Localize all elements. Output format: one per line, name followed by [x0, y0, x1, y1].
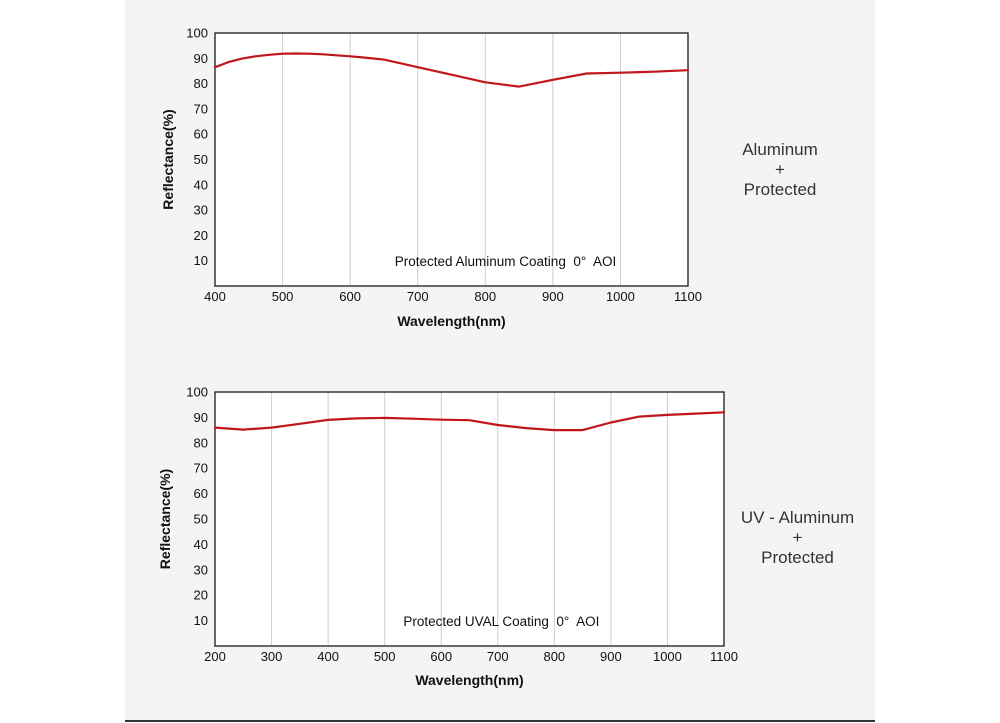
y-axis-title: Reflectance(%) — [160, 109, 176, 209]
side-label-line-3: Protected — [761, 548, 834, 567]
plot-frame — [214, 391, 725, 647]
reflectance-series-line — [213, 411, 726, 432]
side-label-line-1: Aluminum — [742, 140, 818, 159]
y-tick-label: 90 — [194, 51, 208, 66]
coating-annotation: Protected Aluminum Coating 0° AOI — [395, 254, 617, 269]
x-axis-title: Wavelength(nm) — [397, 313, 505, 329]
side-label-uv-aluminum: UV - Aluminum + Protected — [720, 508, 875, 568]
x-tick-label: 900 — [600, 649, 622, 664]
x-tick-label: 1100 — [674, 289, 702, 304]
y-tick-label: 10 — [194, 253, 208, 268]
x-tick-label: 600 — [430, 649, 452, 664]
y-tick-label: 70 — [194, 101, 208, 116]
y-tick-label: 50 — [194, 512, 208, 527]
x-tick-label: 700 — [407, 289, 429, 304]
y-tick-label: 40 — [194, 537, 208, 552]
y-tick-label: 30 — [194, 203, 208, 218]
x-tick-label: 600 — [339, 289, 361, 304]
x-axis-title: Wavelength(nm) — [415, 672, 523, 688]
y-tick-label: 80 — [194, 76, 208, 91]
y-tick-label: 90 — [194, 410, 208, 425]
side-label-plus: + — [792, 528, 803, 547]
y-tick-label: 100 — [186, 385, 208, 400]
x-tick-label: 1100 — [710, 649, 738, 664]
reflectance-series-line — [213, 52, 690, 88]
plot-frame — [214, 32, 689, 287]
bottom-border-line — [125, 720, 875, 722]
coating-annotation: Protected UVAL Coating 0° AOI — [403, 614, 599, 629]
x-tick-label: 800 — [543, 649, 565, 664]
y-tick-label: 100 — [186, 26, 208, 41]
y-tick-label: 60 — [194, 486, 208, 501]
y-tick-label: 20 — [194, 588, 208, 603]
x-tick-label: 1000 — [606, 289, 635, 304]
x-tick-label: 300 — [261, 649, 283, 664]
y-tick-label: 80 — [194, 435, 208, 450]
x-tick-label: 1000 — [653, 649, 682, 664]
side-label-aluminum: Aluminum + Protected — [705, 140, 855, 200]
side-label-plus: + — [775, 160, 785, 179]
x-tick-label: 800 — [474, 289, 496, 304]
side-label-line-3: Protected — [743, 180, 817, 199]
plot-area — [215, 392, 724, 646]
x-tick-label: 500 — [272, 289, 294, 304]
x-tick-label: 400 — [317, 649, 339, 664]
x-tick-label: 200 — [204, 649, 226, 664]
y-tick-label: 40 — [194, 177, 208, 192]
y-tick-label: 20 — [194, 228, 208, 243]
x-tick-label: 700 — [487, 649, 509, 664]
x-tick-label: 400 — [204, 289, 226, 304]
y-tick-label: 60 — [194, 127, 208, 142]
x-tick-label: 900 — [542, 289, 564, 304]
x-tick-label: 500 — [374, 649, 396, 664]
y-tick-label: 50 — [194, 152, 208, 167]
y-tick-label: 10 — [194, 613, 208, 628]
y-tick-label: 70 — [194, 461, 208, 476]
side-label-line-1: UV - Aluminum — [740, 508, 855, 527]
y-tick-label: 30 — [194, 562, 208, 577]
y-axis-title: Reflectance(%) — [157, 469, 173, 569]
